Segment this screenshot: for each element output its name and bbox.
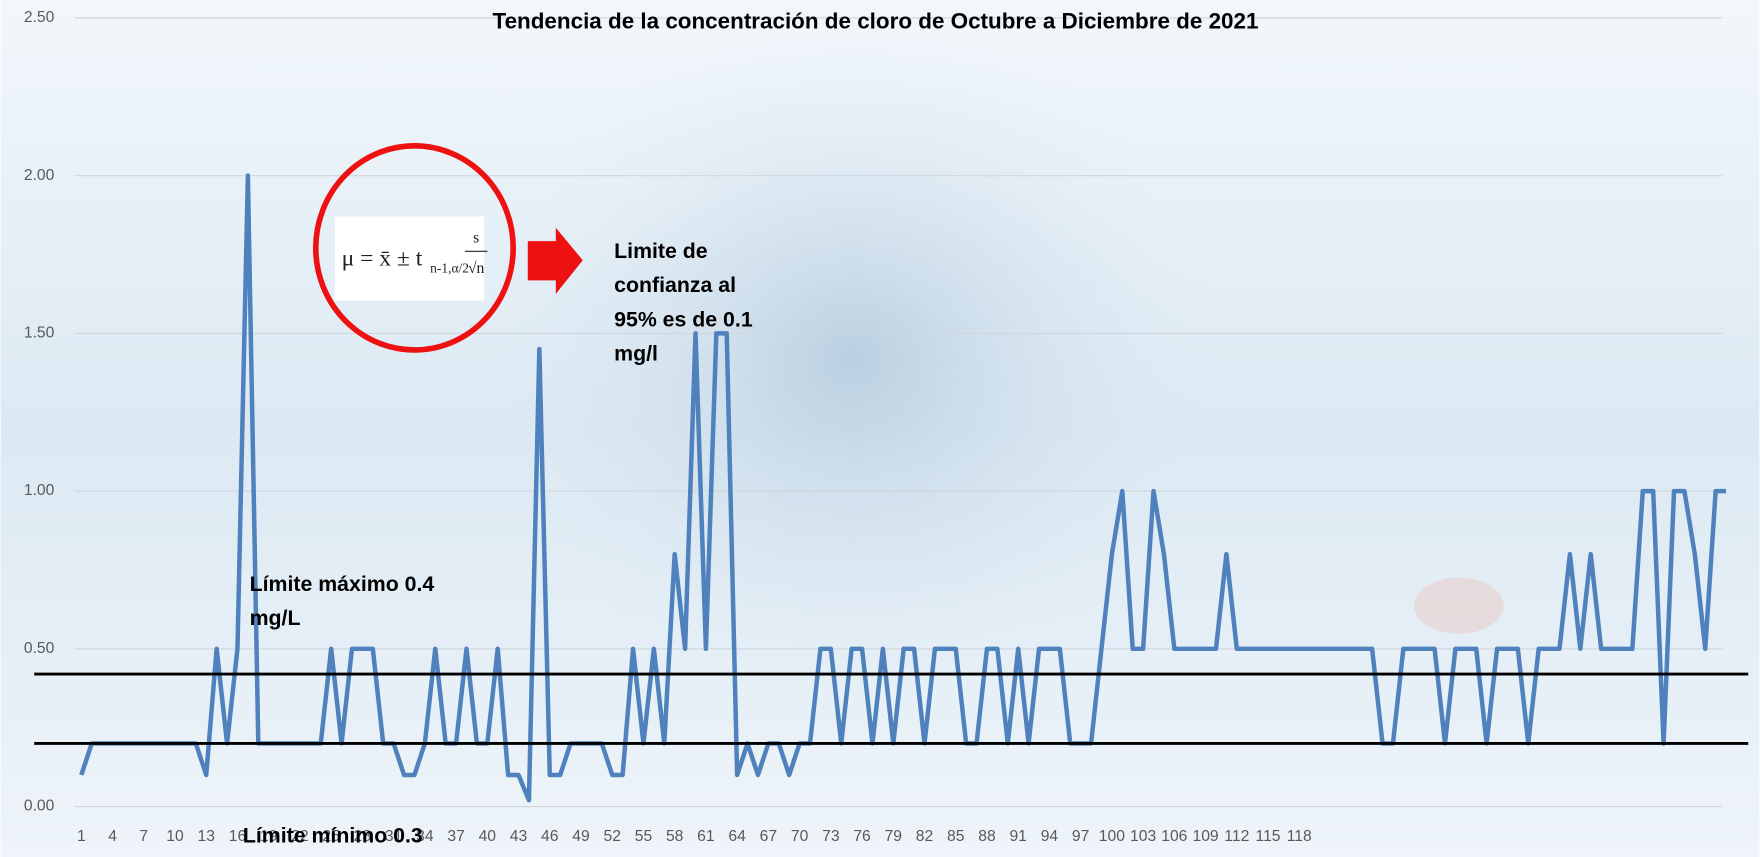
formula-subscript: n-1,α/2 — [430, 260, 469, 275]
x-tick-label: 34 — [416, 828, 434, 845]
x-tick-label: 85 — [947, 828, 965, 845]
x-tick-label: 112 — [1224, 828, 1249, 845]
x-tick-label: 115 — [1256, 828, 1281, 845]
x-tick-label: 91 — [1009, 828, 1026, 845]
x-tick-label: 1 — [77, 828, 86, 845]
x-tick-label: 73 — [822, 828, 840, 845]
x-tick-label: 79 — [885, 828, 902, 845]
x-tick-label: 106 — [1161, 828, 1187, 845]
x-tick-label: 19 — [260, 828, 277, 845]
background-drop — [482, 22, 1224, 696]
x-tick-label: 64 — [728, 828, 746, 845]
formula-numerator: s — [473, 230, 479, 247]
y-tick-label: 0.00 — [24, 798, 55, 815]
chart-title: Tendencia de la concentración de cloro d… — [493, 8, 1259, 33]
confidence-note: mg/l — [614, 342, 658, 366]
x-tick-label: 67 — [760, 828, 777, 845]
x-tick-label: 40 — [479, 828, 497, 845]
x-tick-label: 70 — [791, 828, 809, 845]
x-tick-label: 58 — [666, 828, 684, 845]
x-tick-label: 76 — [853, 828, 871, 845]
y-tick-label: 2.00 — [24, 167, 55, 184]
plot — [34, 173, 1749, 803]
y-tick-label: 2.50 — [24, 9, 55, 26]
max-limit-note: mg/L — [250, 606, 301, 630]
x-tick-label: 61 — [697, 828, 714, 845]
formula-main: μ = x̄ ± t — [342, 246, 423, 272]
x-tick-label: 49 — [572, 828, 589, 845]
min-limit-note: Límite mínimo 0.3 — [243, 823, 423, 847]
x-tick-label: 94 — [1041, 828, 1059, 845]
x-tick-label: 52 — [603, 828, 620, 845]
x-tick-label: 55 — [635, 828, 653, 845]
x-tick-label: 37 — [447, 828, 464, 845]
background-spot — [1413, 577, 1504, 634]
x-tick-label: 100 — [1099, 828, 1125, 845]
x-tick-label: 43 — [510, 828, 528, 845]
confidence-note: Limite de — [614, 239, 708, 263]
x-tick-label: 22 — [291, 828, 308, 845]
annotations: Limite de confianza al 95% es de 0.1 mg/l Lí… — [243, 239, 753, 847]
x-tick-label: 28 — [354, 828, 372, 845]
y-tick-label: 0.50 — [24, 640, 55, 657]
x-tick-label: 109 — [1192, 828, 1218, 845]
formula-box — [334, 216, 485, 301]
x-tick-label: 88 — [978, 828, 996, 845]
arrow — [527, 227, 583, 294]
x-tick-label: 46 — [541, 828, 559, 845]
confidence-note: 95% es de 0.1 — [614, 307, 753, 331]
highlight-circle — [312, 143, 516, 353]
x-tick-label: 7 — [139, 828, 148, 845]
x-tick-label: 16 — [229, 828, 247, 845]
y-tick-label: 1.50 — [24, 325, 55, 342]
x-tick-label: 13 — [198, 828, 216, 845]
x-tick-label: 118 — [1287, 828, 1312, 845]
x-tick-label: 82 — [916, 828, 933, 845]
max-limit-note: Límite máximo 0.4 — [250, 572, 435, 596]
x-tick-label: 97 — [1072, 828, 1089, 845]
data-line — [79, 173, 1727, 803]
x-tick-label: 10 — [166, 828, 184, 845]
x-tick-label: 103 — [1130, 828, 1156, 845]
x-tick-label: 4 — [108, 828, 117, 845]
formula-denominator: √n — [468, 260, 485, 277]
x-tick-label: 31 — [385, 828, 402, 845]
x-tick-label: 25 — [322, 828, 340, 845]
grid: 0.00 0.50 1.00 1.50 2.00 2.50 1 4 7 10 13 16 19 22 25 2… — [24, 9, 1723, 845]
y-tick-label: 1.00 — [24, 482, 55, 499]
confidence-note: confianza al — [614, 273, 736, 297]
